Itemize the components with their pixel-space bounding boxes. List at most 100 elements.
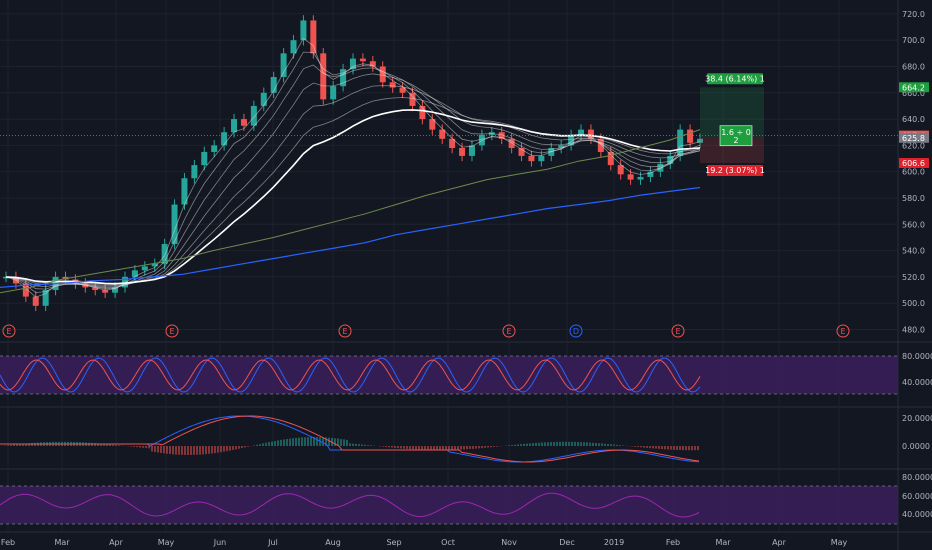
ema-ribbon-line [5,85,701,287]
candle-body [250,105,257,126]
time-axis-label: Sep [386,538,401,547]
price-axis-marker [899,132,929,143]
event-marker-letter: D [573,327,579,336]
price-tick-label: 500.0 [902,299,925,308]
candle-body [191,165,198,179]
time-axis-label: 2019 [604,538,624,547]
candle-body [121,276,128,288]
moving-averages [0,37,898,298]
price-tick-label: 520.0 [902,273,925,282]
candle-body [260,92,267,106]
candle-body [320,53,327,100]
candle-body [181,178,188,205]
rsi-tick: 80.0000 [902,473,932,482]
candle-body [637,176,644,180]
candle-body [617,165,624,175]
candle-body [171,204,178,245]
time-axis-label: May [831,538,848,547]
price-axis-marker-text: 664.2 [902,83,925,92]
candle-body [587,129,594,139]
candle-body [270,77,277,93]
candle-body [161,244,168,264]
candle-body [627,174,634,180]
candle-body [538,155,545,162]
time-axis-label: Jul [267,538,278,547]
candle-body [409,92,416,106]
price-axis-marker [899,158,929,169]
macd-tick: 20.0000 [902,414,932,423]
time-axis-label: Nov [501,538,517,547]
candle-body [478,134,485,146]
stochastic-band [0,356,898,394]
ratio-label-2: 2 [733,136,738,145]
ratio-label-1: 1.6 ÷ 0 [721,128,751,137]
candle-body [568,134,575,146]
stop-label: 19.2 (3.07%) 1 [705,166,765,175]
candle-body [518,148,525,156]
candle-body [389,82,396,88]
ema-ribbon-line [5,73,701,288]
candle-body [300,20,307,41]
long-ma-line [0,186,701,288]
event-marker-circle [836,324,850,338]
event-marker-circle [338,324,352,338]
candle-body [369,61,376,67]
candle-body [508,138,515,149]
time-axis-label: Mar [715,538,731,547]
event-marker-letter: E [840,327,845,336]
candle-body [379,66,386,83]
candle-body [231,119,238,133]
event-marker-circle [2,324,16,338]
candle-body [459,148,466,156]
time-axis-label: Jun [213,538,227,547]
time-axis-label: Apr [109,538,124,547]
oscillator-bands [0,355,898,525]
candle-body [449,138,456,149]
candle-body [221,132,228,146]
event-marker-circle [165,324,179,338]
position-tool[interactable]: 38.4 (6.14%) 1 19.2 (3.07%) 1 1.6 ÷ 02 [700,73,765,177]
event-marker-letter: E [342,327,347,336]
candle-body [42,290,49,306]
candle-body [468,145,475,156]
target-label: 38.4 (6.14%) 1 [705,74,765,83]
price-tick-label: 700.0 [902,36,925,45]
candle-body [240,119,247,126]
candle-body [92,287,99,291]
price-tick-label: 620.0 [902,141,925,150]
event-marker-circle [671,324,685,338]
ema-ribbon-line [5,109,701,285]
axes: Feb Mar Apr May Jun Jul Aug Sep Oct Nov Dec 2019 Feb… [1,10,932,547]
macd-signal-line [0,415,700,463]
ma200-line [0,129,701,294]
candle-body [310,20,317,54]
candle-body [201,151,208,166]
event-marker-circle [502,324,516,338]
candle-body [350,58,356,70]
candle-body [558,145,565,149]
time-axis-label: Dec [559,538,574,547]
ratio-box [719,125,753,147]
candle-body [32,296,39,306]
time-axis-label: May [158,538,175,547]
candle-body [112,287,119,293]
candle-body [151,263,158,267]
price-tick-label: 680.0 [902,62,925,71]
stochastic-tick: 40.0000 [902,378,932,387]
price-axis-marker [899,82,929,93]
candle-body [399,87,406,93]
event-marker-letter: E [169,327,174,336]
candle-body [597,138,604,152]
time-axis-label: Feb [666,538,680,547]
rsi-tick: 60.0000 [902,492,932,501]
time-axis-label: Mar [54,538,70,547]
candle-body [22,283,29,297]
event-marker-letter: E [6,327,11,336]
price-tick-label: 480.0 [902,325,925,334]
candle-body [131,270,138,277]
candle-body [429,119,436,130]
rsi-line [0,492,700,518]
